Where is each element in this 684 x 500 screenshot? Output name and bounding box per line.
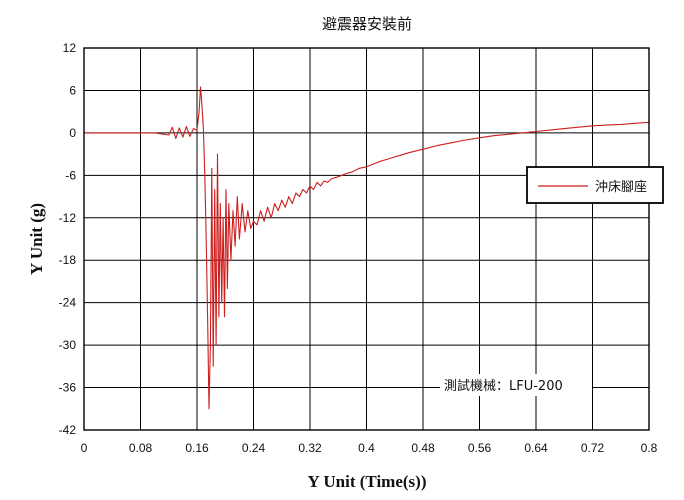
y-tick-label: -18 <box>59 253 77 267</box>
x-tick-labels: 0 0.08 0.16 0.24 0.32 0.4 0.48 0.56 0.64 0.72 0.8 <box>81 441 658 455</box>
plot-border <box>83 47 650 431</box>
x-tick-label: 0.08 <box>129 441 153 455</box>
y-tick-label: -42 <box>59 423 77 437</box>
x-axis-title: Y Unit (Time(s)) <box>308 472 427 491</box>
y-tick-label: 6 <box>69 83 76 97</box>
y-tick-label: -24 <box>59 296 77 310</box>
legend-box <box>526 166 664 204</box>
y-tick-label: 0 <box>69 126 76 140</box>
x-tick-label: 0.4 <box>358 441 375 455</box>
y-tick-labels: 12 6 0 -6 -12 -18 -24 -30 -36 -42 <box>59 41 77 437</box>
x-tick-label: 0.64 <box>524 441 548 455</box>
y-tick-label: -36 <box>59 381 77 395</box>
x-tick-label: 0.48 <box>411 441 435 455</box>
grid <box>83 47 650 431</box>
annotation-box <box>440 374 592 396</box>
x-tick-label: 0.56 <box>468 441 492 455</box>
series-lines <box>84 86 650 410</box>
series-line-0 <box>84 86 650 410</box>
y-tick-label: -6 <box>65 168 76 182</box>
y-tick-label: -12 <box>59 211 77 225</box>
x-tick-label: 0.24 <box>242 441 266 455</box>
y-tick-label: -30 <box>59 338 77 352</box>
annotation-text: 測試機械：LFU-200 <box>444 378 563 394</box>
legend-label: 沖床腳座 <box>595 180 647 195</box>
legend: 沖床腳座 <box>526 166 664 204</box>
x-tick-label: 0.16 <box>185 441 209 455</box>
x-tick-label: 0.8 <box>641 441 658 455</box>
chart-title: 避震器安裝前 <box>322 15 412 33</box>
x-tick-label: 0.72 <box>581 441 605 455</box>
annotation: 測試機械：LFU-200 <box>440 374 592 396</box>
x-tick-label: 0 <box>81 441 88 455</box>
x-tick-label: 0.32 <box>298 441 322 455</box>
y-axis-title: Y Unit (g) <box>27 203 46 275</box>
y-tick-label: 12 <box>63 41 77 55</box>
